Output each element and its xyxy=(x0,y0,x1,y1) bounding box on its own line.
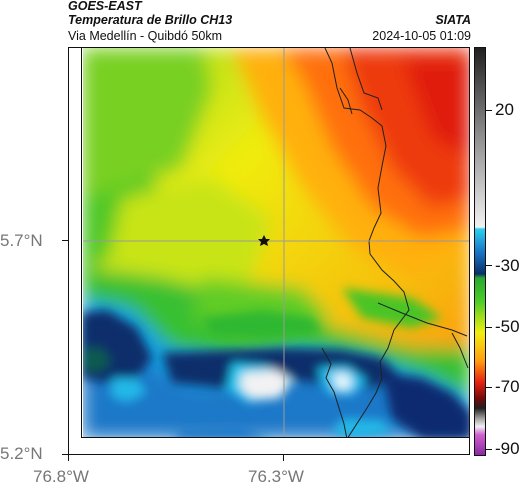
colorbar-tick-minus70 xyxy=(486,387,492,388)
agency-label: SIATA xyxy=(435,13,471,27)
lon-label-76.8: 76.8°W xyxy=(33,467,89,486)
lat-label-5.2: 5.2°N xyxy=(0,444,43,463)
colorbar-label-20: 20 xyxy=(495,100,514,119)
left-axis-line xyxy=(68,47,69,455)
product-title: Temperatura de Brillo CH13 xyxy=(68,13,233,27)
brightness-temperature-field xyxy=(82,48,469,437)
timestamp-label: 2024-10-05 01:09 xyxy=(372,29,471,43)
colorbar-label-minus90: -90 xyxy=(495,439,520,458)
colorbar-tick-minus90 xyxy=(486,449,492,450)
colorbar-label-minus30: -30 xyxy=(495,256,520,275)
map-panel xyxy=(81,47,470,438)
route-subtitle: Via Medellín - Quibdó 50km xyxy=(68,29,223,43)
colorbar-label-minus50: -50 xyxy=(495,317,520,336)
right-axis-line xyxy=(469,47,470,455)
boundary-lines xyxy=(321,48,469,437)
lon-tick-76.8 xyxy=(68,455,69,461)
colorbar-tick-minus30 xyxy=(486,265,492,266)
lon-tick-76.3 xyxy=(283,455,284,461)
lon-label-76.3: 76.3°W xyxy=(248,467,304,486)
colorbar-tick-minus50 xyxy=(486,327,492,328)
bottom-axis-line xyxy=(68,454,470,455)
satellite-title: GOES-EAST xyxy=(68,0,142,13)
colorbar-tick-20 xyxy=(486,110,492,111)
lat-tick-5.7 xyxy=(62,240,68,241)
lat-label-5.7: 5.7°N xyxy=(0,231,43,250)
top-axis-line xyxy=(68,47,470,48)
lat-tick-5.2 xyxy=(62,454,68,455)
no-data-margin xyxy=(68,47,81,438)
colorbar-label-minus70: -70 xyxy=(495,377,520,396)
colorbar xyxy=(474,47,486,456)
no-data-margin-bottom xyxy=(68,438,470,454)
star-icon xyxy=(258,235,270,246)
